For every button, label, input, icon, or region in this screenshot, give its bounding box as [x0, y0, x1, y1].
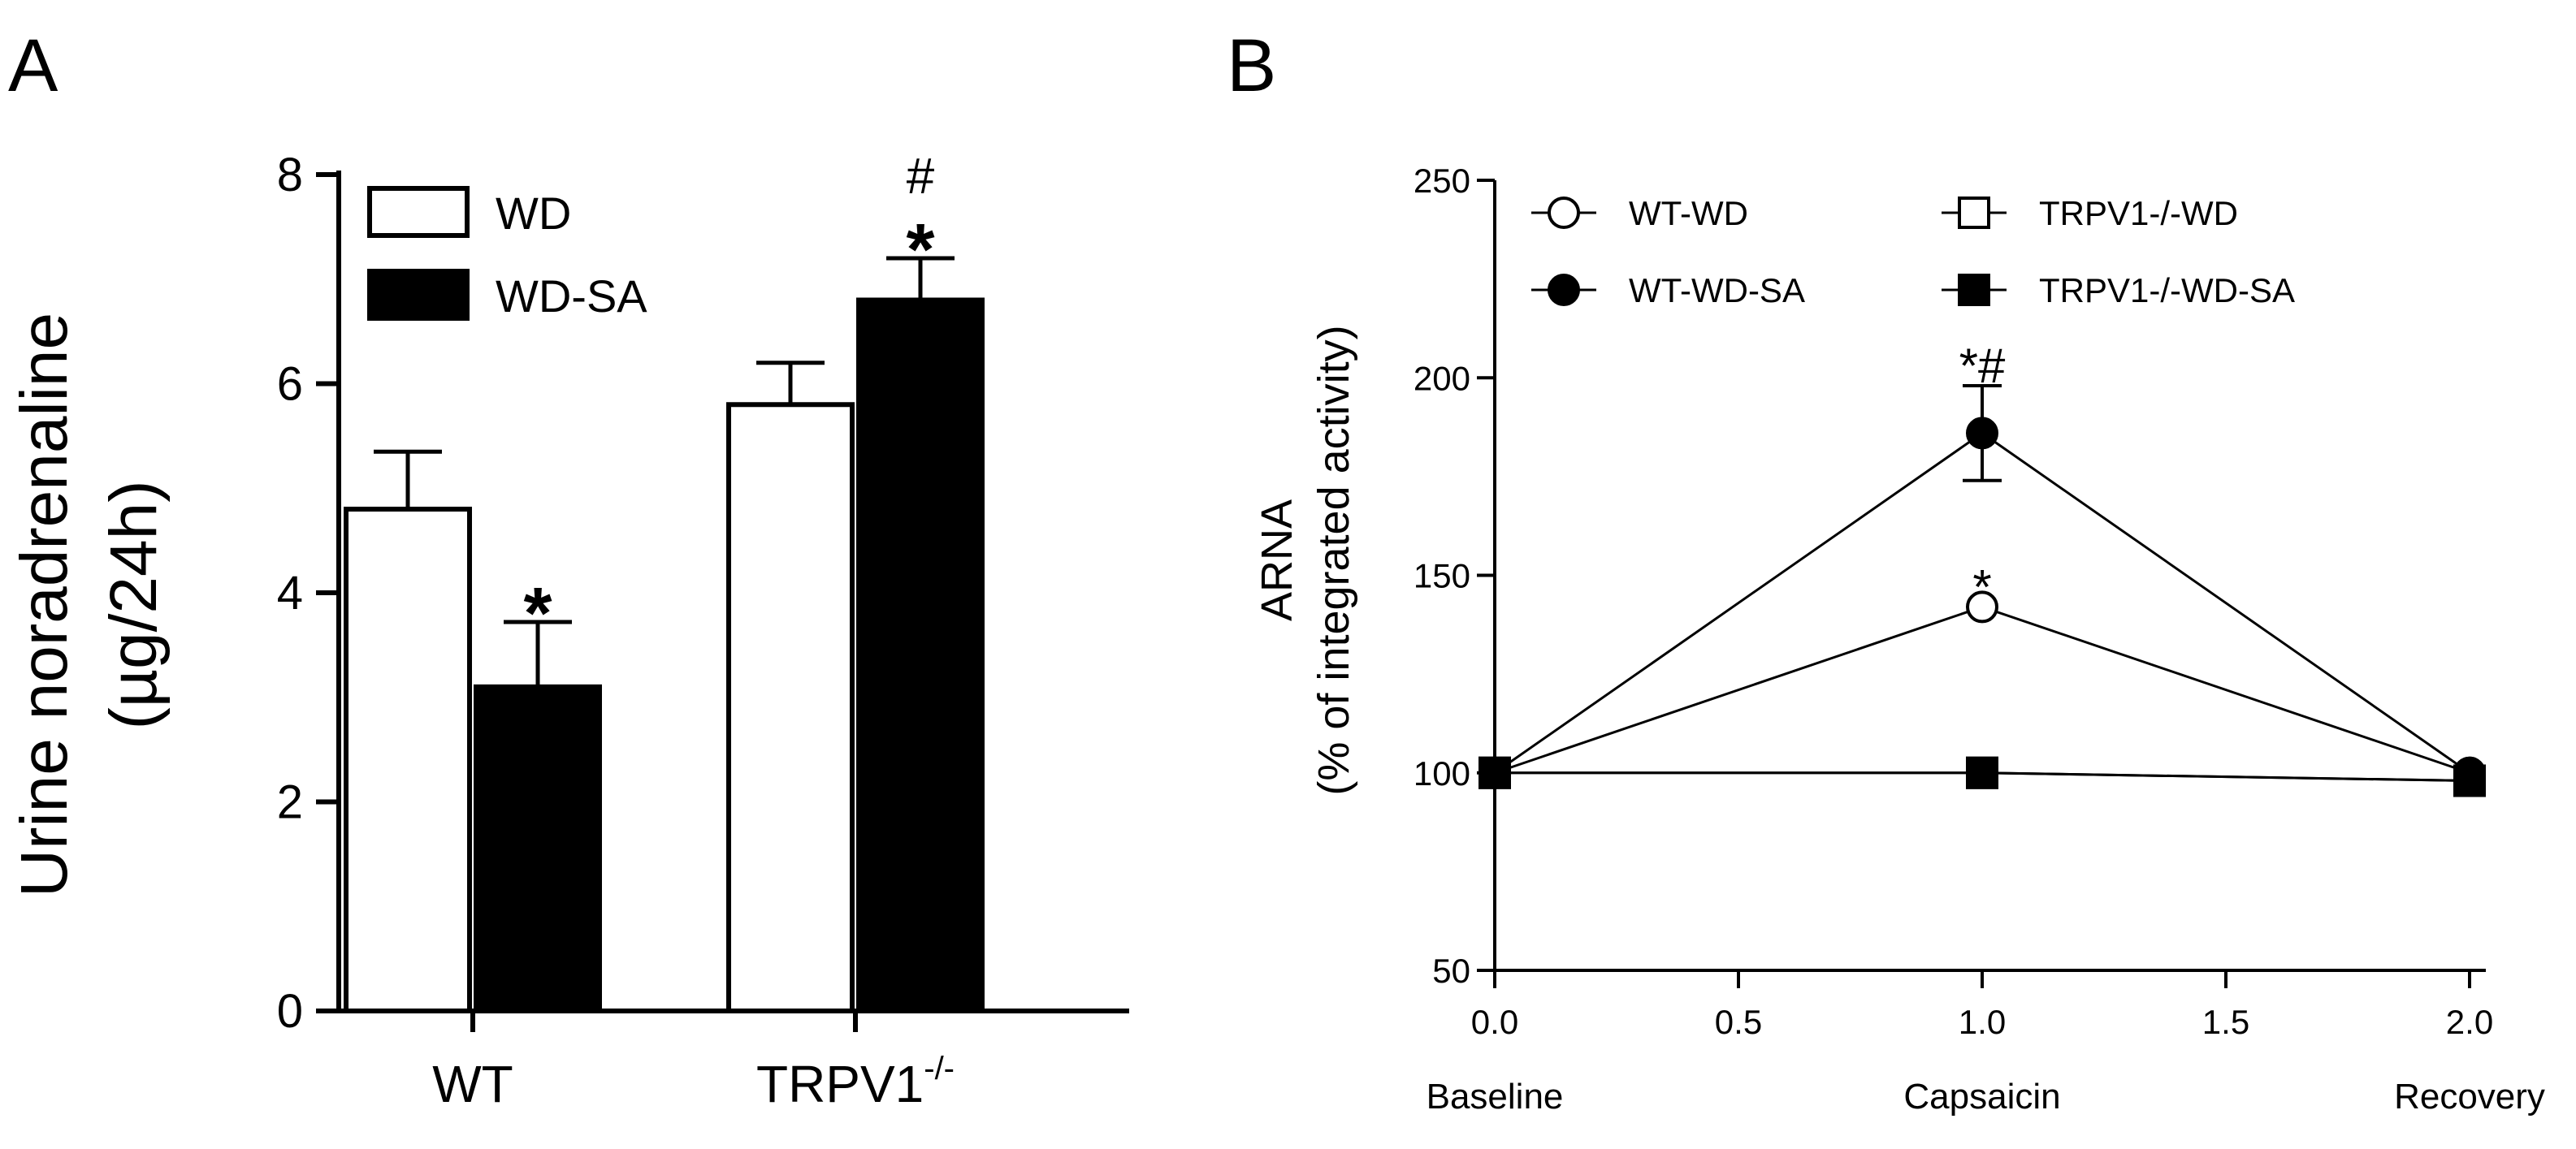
- panel-b-y-axis-unit: (% of integrated activity): [1310, 325, 1358, 795]
- panel-b-legend-label: WT-WD-SA: [1629, 271, 1805, 309]
- panel-b-x-tick-label: 1.0: [1959, 1003, 2006, 1041]
- panel-a-legend-swatch: [367, 269, 470, 321]
- panel-a-legend-swatch: [367, 186, 470, 238]
- panel-b-x-tick-label: 0.5: [1715, 1003, 1762, 1041]
- panel-a-y-tick-label: 2: [277, 776, 303, 829]
- panel-b-y-axis-title: ARNA: [1253, 499, 1301, 621]
- panel-a-category-name: WT: [432, 1055, 513, 1113]
- panel-a-y-ticks: 0 2 4 6 8: [277, 149, 339, 1038]
- panel-a-category-superscript: -/-: [924, 1051, 955, 1086]
- panel-b-marker-wt-wd-sa: [2453, 756, 2486, 789]
- panel-b-marker-wt-wd-sa: [1548, 274, 1580, 306]
- panel-a-bars: **#: [344, 149, 985, 1013]
- panel-b-marker-trpv1-/-wd: [1958, 197, 1990, 229]
- panel-a-y-axis-unit: (µg/24h): [97, 480, 171, 729]
- panel-b-y-tick-label: 100: [1414, 754, 1470, 793]
- panel-a-letter: A: [8, 24, 58, 107]
- panel-b-marker-trpv1-/-wd-sa: [1966, 756, 1998, 789]
- panel-b-legend: WT-WD WT-WD-SA TRPV1-/-WD TRPV1-/-WD-SA: [1531, 194, 2295, 309]
- panel-b-marker-trpv1-/-wd-sa: [1958, 274, 1990, 306]
- panel-b-series: * *#: [1478, 339, 2486, 797]
- panel-b-y-tick-label: 200: [1414, 359, 1470, 397]
- panel-a-legend-label: WD: [496, 188, 571, 239]
- panel-a-y-tick-label: 8: [277, 149, 303, 201]
- panel-b-phase-label: Recovery: [2394, 1077, 2545, 1117]
- panel-a-y-tick-label: 0: [277, 985, 303, 1038]
- panel-b-y-tick-label: 250: [1414, 162, 1470, 200]
- panel-b-x-tick-label: 0.0: [1471, 1003, 1518, 1041]
- panel-b-marker-wt-wd: [1548, 197, 1580, 229]
- panel-b-phase-label: Baseline: [1427, 1077, 1564, 1117]
- panel-b-marker-wt-wd-sa: [1478, 756, 1511, 789]
- panel-b-line-chart: B ARNA (% of integrated activity) 50 100 1…: [1227, 24, 2545, 1117]
- panel-b-x-tick-label: 2.0: [2446, 1003, 2493, 1041]
- panel-b-y-tick-label: 50: [1432, 952, 1470, 990]
- panel-b-marker-wt-wd: [1966, 590, 1998, 624]
- panel-b-legend-label: TRPV1-/-WD-SA: [2039, 271, 2295, 309]
- panel-a-y-tick-label: 6: [277, 358, 303, 411]
- panel-b-series-line-wt-wd: [1494, 605, 2470, 775]
- panel-b-marker-wt-wd-sa: [1966, 417, 1998, 450]
- panel-a-bar-wd: [344, 507, 472, 1013]
- panel-b-x-ticks: 0.0 0.5 1.0 1.5 2.0 Baseline Capsaicin Recovery: [1427, 970, 2545, 1117]
- panel-a-y-axis-title: Urine noradrenaline: [7, 313, 81, 897]
- panel-a-x-category-label: WT: [432, 1055, 513, 1113]
- panel-b-phase-label: Capsaicin: [1903, 1077, 2060, 1117]
- panel-a-bar-wd-sa: [856, 297, 985, 1013]
- panel-a-significance-star: *: [906, 209, 934, 291]
- panel-a-bar-wd-sa: [474, 684, 602, 1013]
- panel-a-significance-star: *: [523, 573, 552, 654]
- panel-a-x-category-label: TRPV1-/-: [756, 1051, 955, 1113]
- panel-a-bar-wd: [726, 402, 855, 1013]
- panel-b-y-ticks: 50 100 150 200 250: [1414, 162, 1495, 990]
- panel-b-letter: B: [1227, 24, 1276, 107]
- panel-b-significance-mark: *: [1972, 559, 1991, 614]
- panel-b-x-tick-label: 1.5: [2202, 1003, 2249, 1041]
- panel-a-legend-label: WD-SA: [496, 270, 647, 322]
- panel-a-category-name: TRPV1: [756, 1055, 924, 1113]
- panel-a-x-categories: WT TRPV1-/-: [432, 1011, 955, 1113]
- panel-b-legend-label: WT-WD: [1629, 194, 1748, 232]
- panel-a-significance-hash: #: [907, 149, 935, 205]
- panel-b-significance-mark: *#: [1959, 339, 2006, 393]
- panel-a-y-tick-label: 4: [277, 567, 303, 620]
- panel-a-legend: WD WD-SA: [367, 186, 647, 322]
- panel-b-legend-label: TRPV1-/-WD: [2039, 194, 2238, 232]
- panel-b-y-tick-label: 150: [1414, 557, 1470, 595]
